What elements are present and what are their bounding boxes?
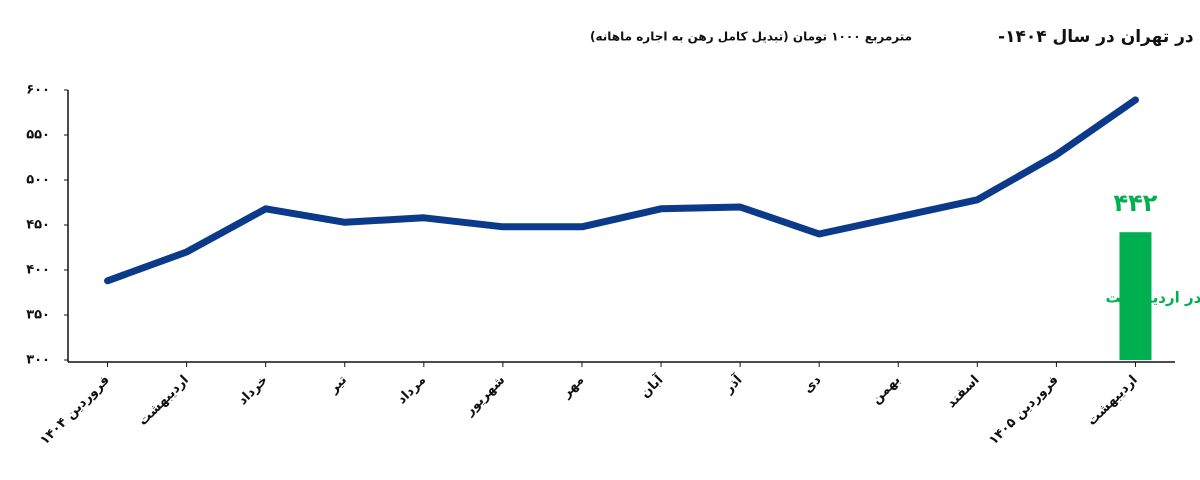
chart-title: میانگین «اجاره‌بهای پیشنهادی» آپارتمان د…: [998, 25, 1200, 47]
line: [104, 96, 1139, 285]
x-tick-label: دی: [801, 372, 825, 396]
x-tick-label: اردیبهشت: [136, 373, 192, 429]
x-tick-label: خرداد: [235, 373, 271, 409]
x-tick-label: آذر: [720, 371, 746, 397]
bar: [1119, 232, 1152, 360]
x-tick-label: تیر: [326, 373, 350, 397]
x-tick-label: شهریور: [462, 373, 509, 420]
y-tick-label: ۵۵۰: [26, 128, 50, 143]
y-tick-label: ۴۵۰: [26, 218, 50, 233]
y-tick-label: ۵۰۰: [26, 173, 50, 188]
x-tick-label: اردیبهشت: [1085, 373, 1141, 429]
x-tick-label: آبان: [636, 371, 666, 401]
x-tick-label: بهمن: [869, 373, 904, 408]
x-tick-label: مرداد: [395, 373, 430, 408]
value-label: ۴۴۲: [1113, 189, 1157, 217]
y-tick-label: ۴۰۰: [26, 263, 50, 278]
y-tick-label: ۳۵۰: [26, 308, 50, 323]
chart-subtitle: مترمربع ۱۰۰۰ تومان (تبدیل کامل رهن به اج…: [590, 30, 912, 45]
x-tick-label: فروردین ۱۴۰۴: [37, 373, 112, 448]
x-tick-label: اسفند: [944, 373, 982, 411]
bar-annotation: اجاره‌بهای قطعی در اردیبهشت: [1105, 289, 1200, 307]
x-tick-label: فروردین ۱۴۰۵: [986, 373, 1061, 448]
x-tick-label: مهر: [558, 373, 587, 402]
y-tick-label: ۳۰۰: [26, 353, 50, 368]
y-tick-label: ۶۰۰: [26, 83, 50, 98]
